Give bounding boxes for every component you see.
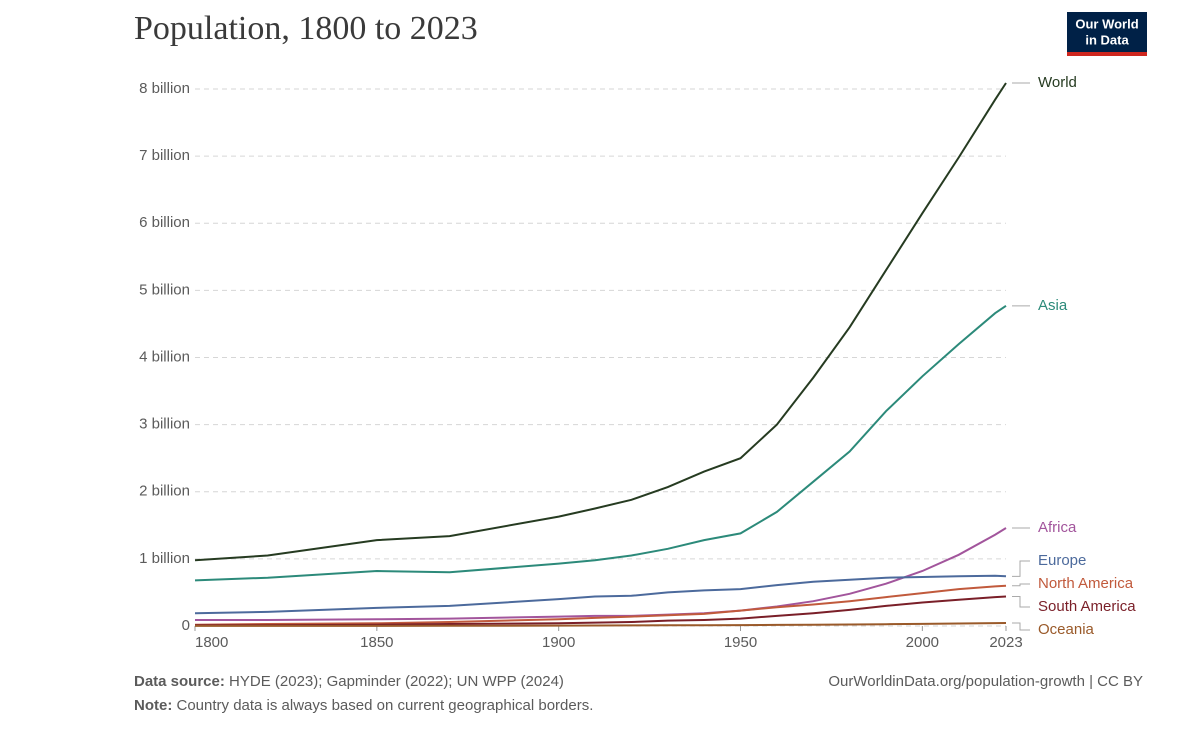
series-line — [194, 82, 1007, 562]
series-line — [194, 584, 1007, 626]
y-tick-label: 8 billion — [139, 80, 190, 97]
y-tick-label: 0 — [182, 617, 190, 634]
y-tick-label: 1 billion — [139, 550, 190, 567]
y-tick-label: 5 billion — [139, 281, 190, 298]
label-connector — [1012, 560, 1030, 577]
source: HYDE (2023); Gapminder (2022); UN WPP (2… — [229, 673, 564, 690]
series-line — [195, 622, 1007, 627]
y-tick-label: 2 billion — [139, 483, 190, 500]
label-connector — [1012, 583, 1030, 587]
footer-url: OurWorldinData.org/population-growth | C… — [828, 673, 1143, 690]
series-line — [194, 304, 1007, 582]
x-tick-label: 2000 — [906, 634, 939, 651]
series-label: Africa — [1038, 519, 1077, 536]
label-connector — [1012, 622, 1030, 631]
series-line — [195, 595, 1007, 627]
label-connector — [1012, 595, 1030, 608]
logo-text: Our World — [1075, 16, 1138, 31]
series-line — [194, 574, 1007, 615]
series-label: World — [1038, 74, 1077, 91]
y-tick-label: 6 billion — [139, 214, 190, 231]
note: Country data is always based on current … — [177, 697, 594, 714]
x-tick-label: 2023 — [989, 634, 1022, 651]
x-tick-label: 1900 — [542, 634, 575, 651]
y-tick-label: 7 billion — [139, 147, 190, 164]
series-label: Asia — [1038, 297, 1068, 314]
logo-box — [1067, 12, 1147, 54]
series-label: North America — [1038, 575, 1134, 592]
x-tick-label: 1850 — [360, 634, 393, 651]
note-label: Note: — [134, 697, 172, 714]
logo-bar — [1067, 52, 1147, 56]
logo: Our World in Data — [1067, 12, 1147, 56]
chart-title: Population, 1800 to 2023 — [134, 10, 478, 47]
y-tick-label: 3 billion — [139, 416, 190, 433]
y-tick-label: 4 billion — [139, 348, 190, 365]
source-label: Data source: — [134, 673, 225, 690]
footer-note: Note: Country data is always based on cu… — [134, 697, 593, 714]
logo-text: in Data — [1085, 32, 1129, 47]
x-tick-label: 1800 — [195, 634, 228, 651]
x-tick-label: 1950 — [724, 634, 757, 651]
series-label: South America — [1038, 598, 1136, 615]
series-label: Europe — [1038, 552, 1086, 569]
footer-source: Data source: HYDE (2023); Gapminder (202… — [134, 673, 564, 690]
series-label: Oceania — [1038, 621, 1095, 638]
